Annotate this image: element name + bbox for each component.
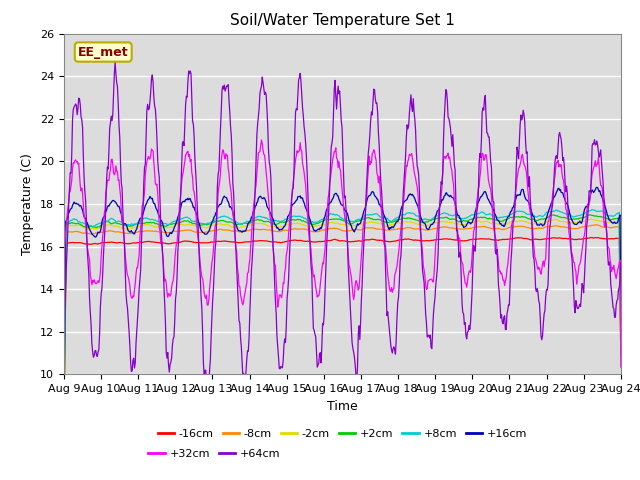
-16cm	[214, 239, 221, 244]
+8cm	[60, 402, 68, 408]
-2cm	[184, 222, 192, 228]
+16cm	[60, 402, 68, 408]
Line: -2cm: -2cm	[64, 219, 621, 408]
Legend: +32cm, +64cm: +32cm, +64cm	[144, 444, 285, 464]
+16cm	[70, 199, 78, 205]
Line: +16cm: +16cm	[64, 187, 621, 405]
+32cm	[70, 160, 78, 166]
-2cm	[214, 221, 221, 227]
+32cm	[214, 204, 221, 210]
+64cm	[617, 260, 625, 266]
-8cm	[214, 228, 221, 233]
Line: -16cm: -16cm	[64, 238, 621, 415]
-16cm	[127, 240, 135, 246]
+64cm	[428, 344, 435, 350]
-8cm	[410, 226, 418, 232]
-2cm	[70, 223, 78, 228]
+64cm	[185, 68, 193, 74]
-8cm	[426, 227, 434, 232]
+8cm	[426, 217, 434, 223]
+2cm	[426, 218, 434, 224]
-2cm	[60, 405, 68, 411]
Line: +32cm: +32cm	[64, 140, 621, 367]
+16cm	[410, 194, 418, 200]
+64cm	[128, 368, 136, 374]
+2cm	[214, 218, 221, 224]
+2cm	[127, 223, 135, 229]
+16cm	[617, 304, 625, 310]
+16cm	[127, 228, 135, 233]
+32cm	[258, 137, 266, 143]
-16cm	[426, 238, 434, 243]
+8cm	[410, 211, 418, 216]
+32cm	[184, 148, 192, 154]
+8cm	[617, 335, 625, 340]
+32cm	[127, 295, 135, 300]
-2cm	[617, 341, 625, 347]
Title: Soil/Water Temperature Set 1: Soil/Water Temperature Set 1	[230, 13, 455, 28]
Y-axis label: Temperature (C): Temperature (C)	[22, 153, 35, 255]
-16cm	[617, 352, 625, 358]
+64cm	[111, 59, 119, 65]
Line: +64cm: +64cm	[64, 62, 621, 452]
+32cm	[617, 364, 625, 370]
+64cm	[411, 117, 419, 122]
+64cm	[214, 171, 222, 177]
-16cm	[70, 240, 78, 246]
+8cm	[127, 221, 135, 227]
-2cm	[588, 216, 595, 222]
-2cm	[410, 220, 418, 226]
+32cm	[428, 276, 435, 282]
+16cm	[214, 206, 221, 212]
+32cm	[411, 172, 419, 178]
Text: EE_met: EE_met	[78, 46, 129, 59]
+2cm	[60, 403, 68, 408]
-8cm	[617, 344, 625, 350]
Line: -8cm: -8cm	[64, 225, 621, 410]
+2cm	[617, 337, 625, 343]
+8cm	[214, 216, 221, 221]
-8cm	[127, 230, 135, 236]
-8cm	[593, 222, 600, 228]
+2cm	[70, 220, 78, 226]
-16cm	[588, 235, 595, 240]
-2cm	[426, 221, 434, 227]
+16cm	[593, 184, 600, 190]
+16cm	[184, 195, 192, 201]
-8cm	[60, 408, 68, 413]
+8cm	[184, 215, 192, 221]
+64cm	[60, 449, 68, 455]
-8cm	[184, 227, 192, 233]
-16cm	[60, 412, 68, 418]
Line: +2cm: +2cm	[64, 215, 621, 406]
+2cm	[184, 218, 192, 224]
+64cm	[70, 104, 78, 110]
-8cm	[70, 229, 78, 235]
+2cm	[585, 212, 593, 217]
Line: +8cm: +8cm	[64, 210, 621, 405]
+8cm	[70, 216, 78, 222]
-16cm	[184, 238, 192, 244]
X-axis label: Time: Time	[327, 400, 358, 413]
+32cm	[60, 361, 68, 367]
-16cm	[410, 238, 418, 243]
+16cm	[426, 223, 434, 229]
+2cm	[410, 216, 418, 222]
-2cm	[127, 225, 135, 231]
+8cm	[588, 207, 596, 213]
